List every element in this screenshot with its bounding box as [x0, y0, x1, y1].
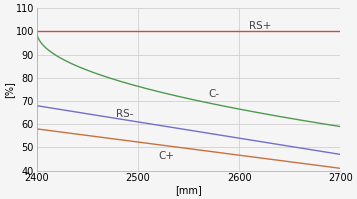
X-axis label: [mm]: [mm]	[175, 185, 202, 195]
Y-axis label: [%]: [%]	[4, 81, 14, 98]
Text: C-: C-	[209, 89, 220, 99]
Text: RS+: RS+	[249, 20, 272, 31]
Text: C+: C+	[158, 151, 174, 161]
Text: RS-: RS-	[116, 109, 133, 119]
